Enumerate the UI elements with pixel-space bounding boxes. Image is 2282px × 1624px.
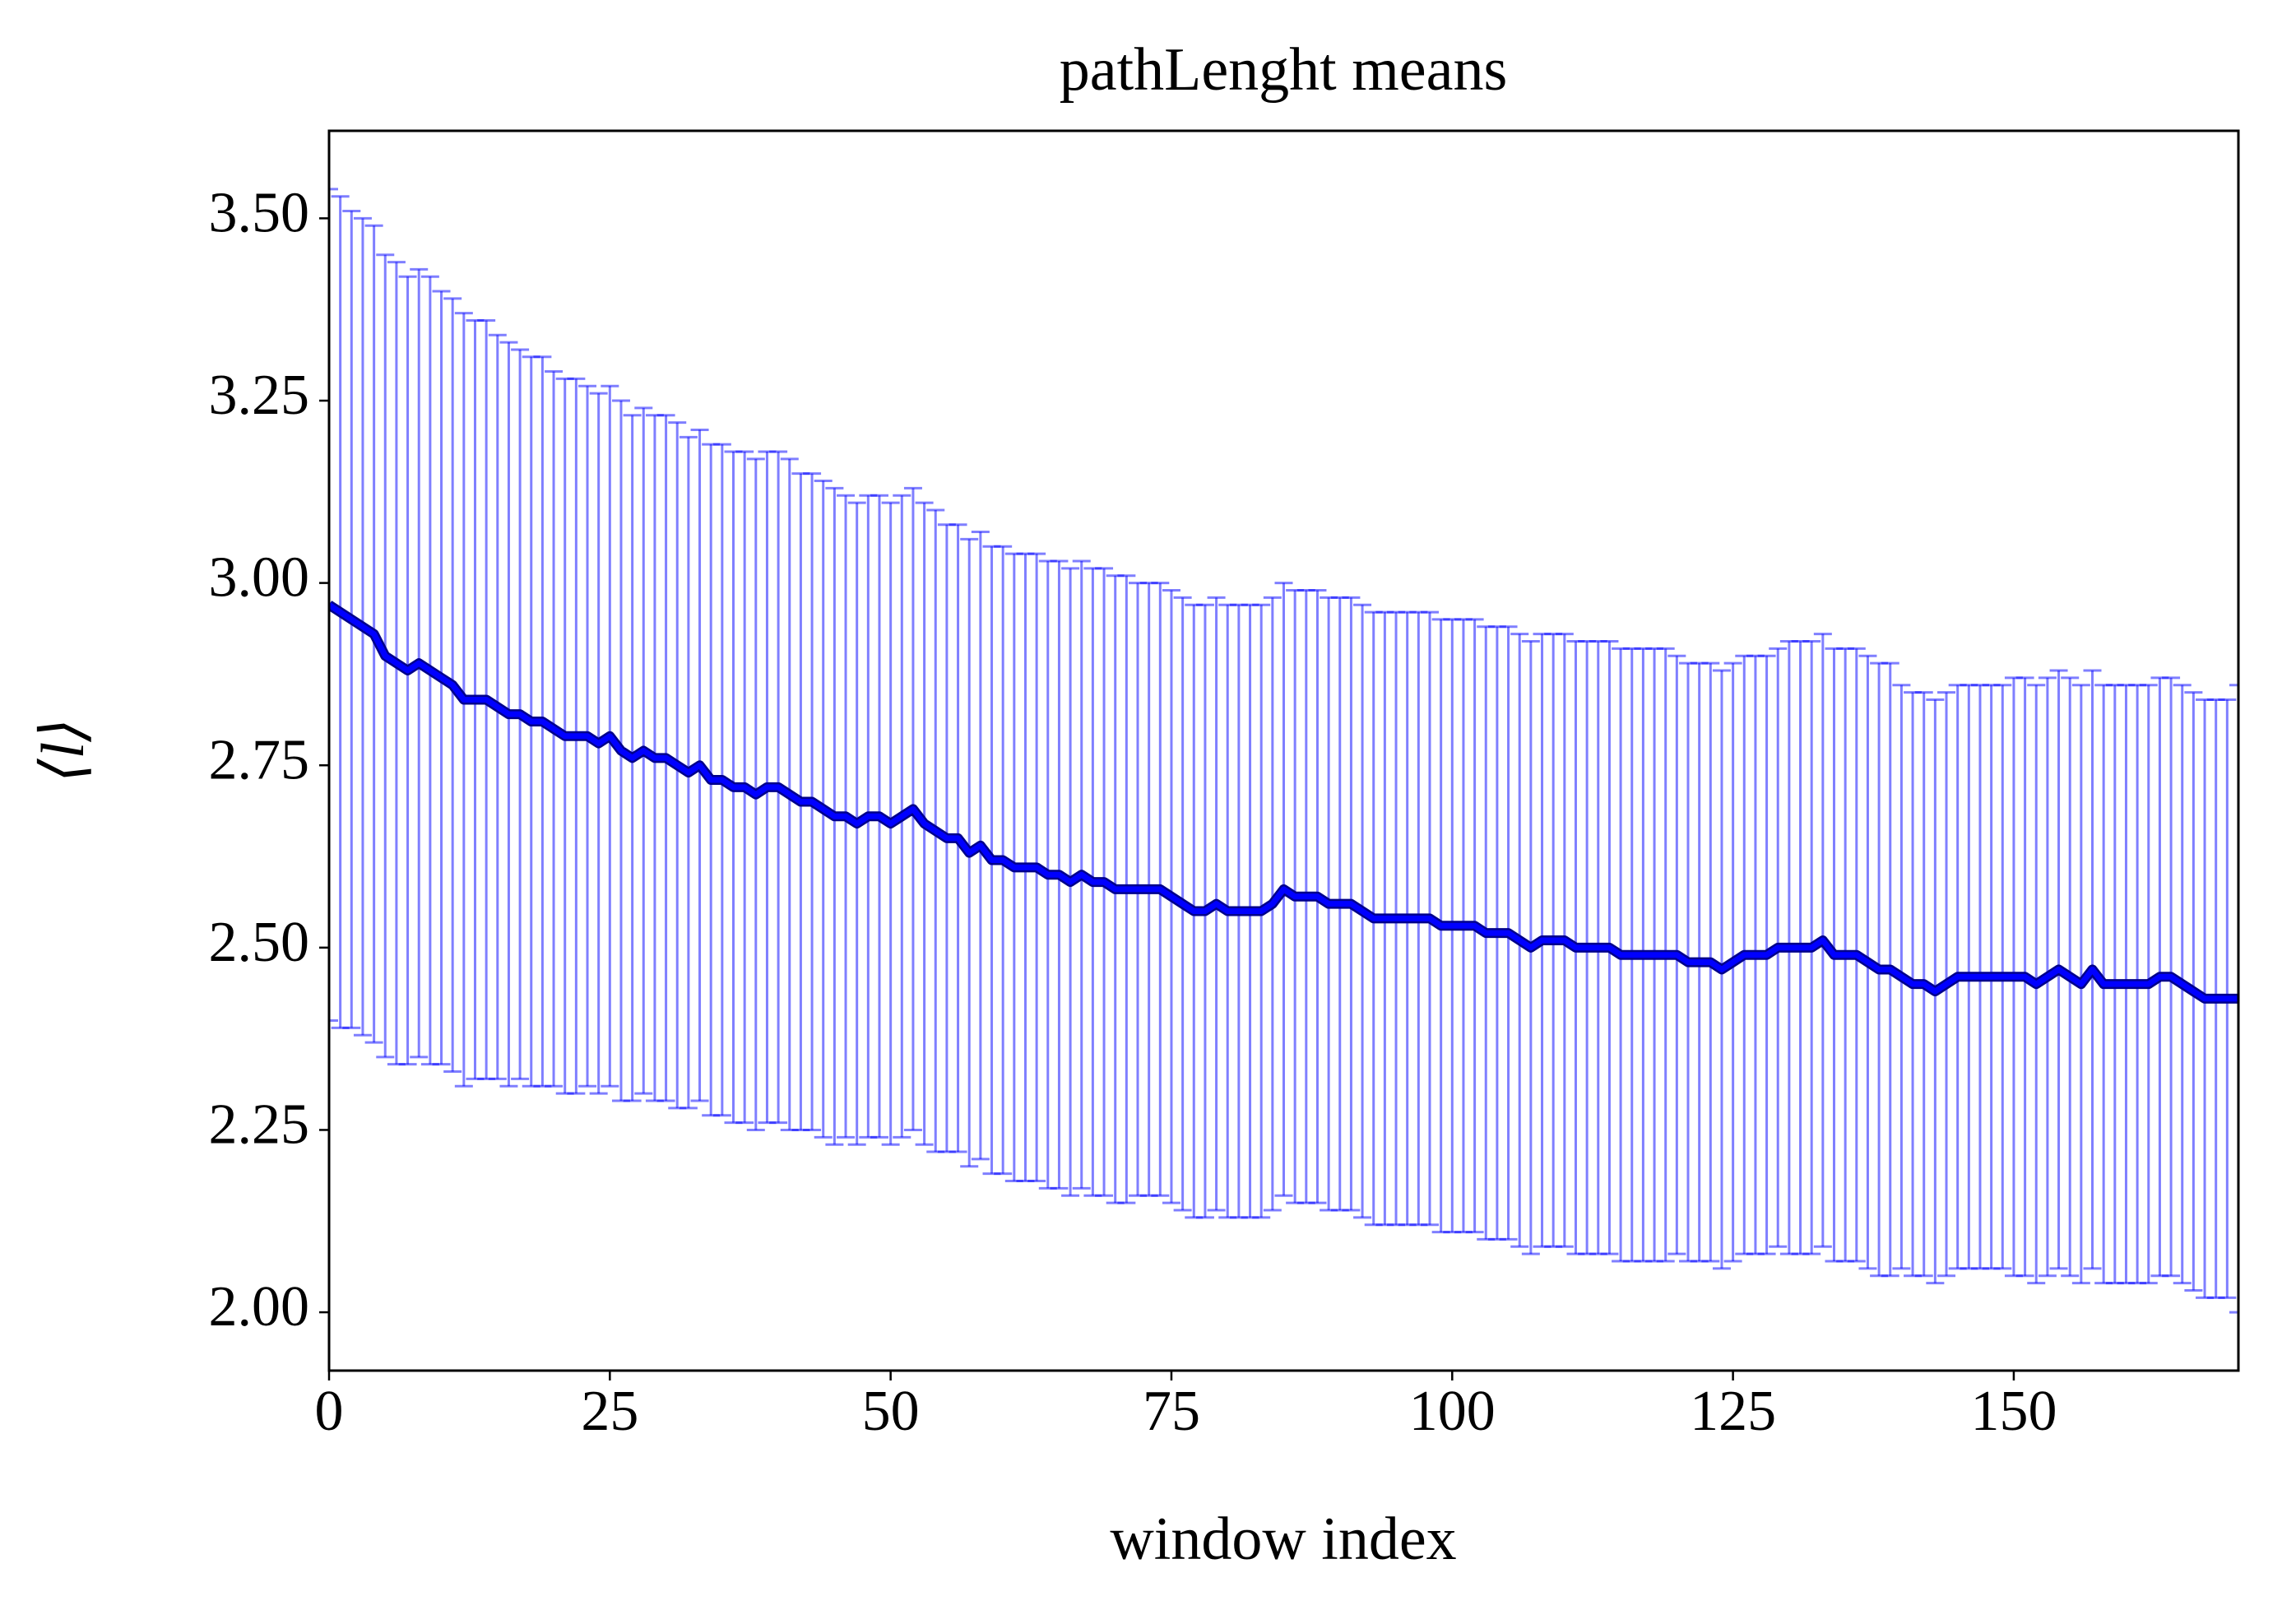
y-tick-label: 3.50	[209, 181, 310, 244]
chart-title: pathLenght means	[1060, 36, 1508, 104]
y-tick-label: 2.75	[209, 728, 310, 791]
y-axis-label: ⟨l⟩	[30, 718, 97, 782]
plot-area	[329, 188, 2238, 1314]
error-bar	[329, 188, 338, 1022]
axes-frame	[327, 129, 2240, 1372]
x-tick-label: 150	[1970, 1380, 2057, 1443]
mean-line	[329, 602, 2238, 1002]
x-axis-label: window index	[1110, 1506, 1456, 1573]
x-tick-label: 125	[1690, 1380, 1776, 1443]
y-tick-label: 3.00	[209, 546, 310, 610]
x-tick-label: 75	[1143, 1380, 1200, 1443]
y-tick-label: 2.25	[209, 1093, 310, 1157]
error-bar	[2229, 684, 2238, 1314]
x-tick-label: 50	[862, 1380, 920, 1443]
y-tick-label: 2.50	[209, 911, 310, 974]
y-tick-label: 2.00	[209, 1275, 310, 1339]
x-tick-label: 25	[581, 1380, 638, 1443]
x-tick-label: 0	[315, 1380, 344, 1443]
x-tick-label: 100	[1409, 1380, 1496, 1443]
y-tick-label: 3.25	[209, 364, 310, 427]
